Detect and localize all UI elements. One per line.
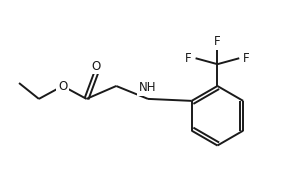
Text: NH: NH [139, 82, 157, 94]
Text: O: O [58, 79, 67, 93]
Text: N: N [146, 82, 154, 94]
Text: F: F [214, 35, 221, 48]
Text: F: F [185, 52, 192, 65]
Text: O: O [92, 60, 101, 73]
Text: F: F [243, 52, 249, 65]
Text: H: H [141, 83, 149, 93]
